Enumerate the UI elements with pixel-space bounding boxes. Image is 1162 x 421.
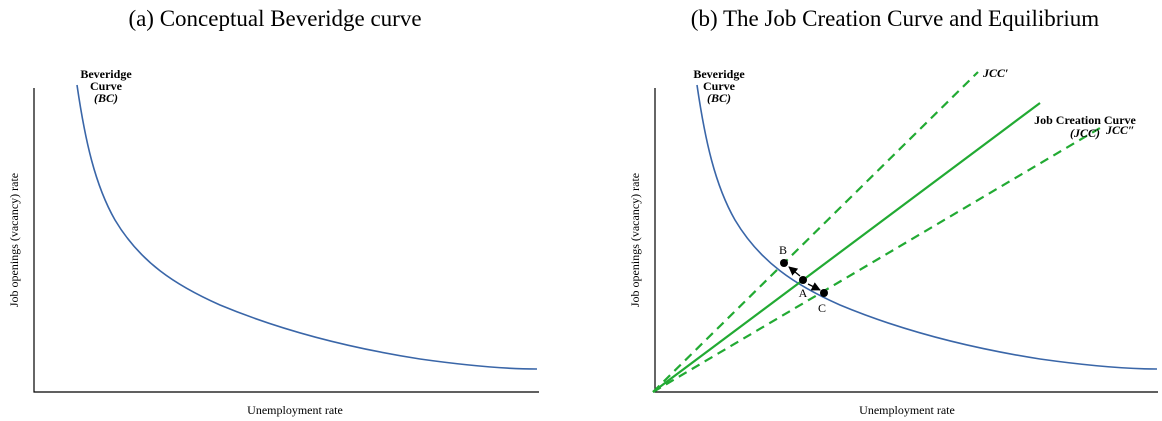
- y-axis-label: Job openings (vacancy) rate: [628, 173, 642, 307]
- jcc-line: [652, 102, 1041, 393]
- curve-label: Beveridge: [693, 67, 745, 81]
- curve-label: (BC): [707, 91, 731, 105]
- curve-label: Curve: [703, 79, 736, 93]
- jcc-label: (JCC): [1070, 126, 1100, 140]
- jcc-double-prime-line: [652, 127, 1101, 393]
- panel-title: (b) The Job Creation Curve and Equilibri…: [691, 6, 1099, 31]
- axes: [33, 88, 539, 393]
- point-label: A: [799, 286, 808, 300]
- beveridge-curve: [696, 84, 1158, 370]
- arrow: [788, 266, 801, 277]
- point-label: C: [818, 301, 826, 315]
- beveridge-curve: [76, 84, 538, 370]
- panel-b: (b) The Job Creation Curve and Equilibri…: [628, 6, 1158, 417]
- x-axis-label: Unemployment rate: [859, 403, 955, 417]
- point-label: B: [779, 243, 787, 257]
- point: [780, 259, 788, 267]
- point: [799, 276, 807, 284]
- y-axis-label: Job openings (vacancy) rate: [7, 173, 21, 307]
- jcc-double-prime-label: JCC″: [1105, 123, 1135, 137]
- jcc-prime-line: [652, 71, 979, 393]
- curve-label: Beveridge: [80, 67, 132, 81]
- curve-label: (BC): [94, 91, 118, 105]
- panel-a: (a) Conceptual Beveridge curve Beveridge…: [7, 6, 539, 417]
- point: [820, 289, 828, 297]
- jcc-prime-label: JCC′: [982, 66, 1008, 80]
- x-axis-label: Unemployment rate: [247, 403, 343, 417]
- panel-title: (a) Conceptual Beveridge curve: [128, 6, 421, 31]
- curve-label: Curve: [90, 79, 123, 93]
- arrow: [807, 282, 821, 291]
- jcc-label: Job Creation Curve: [1034, 113, 1136, 127]
